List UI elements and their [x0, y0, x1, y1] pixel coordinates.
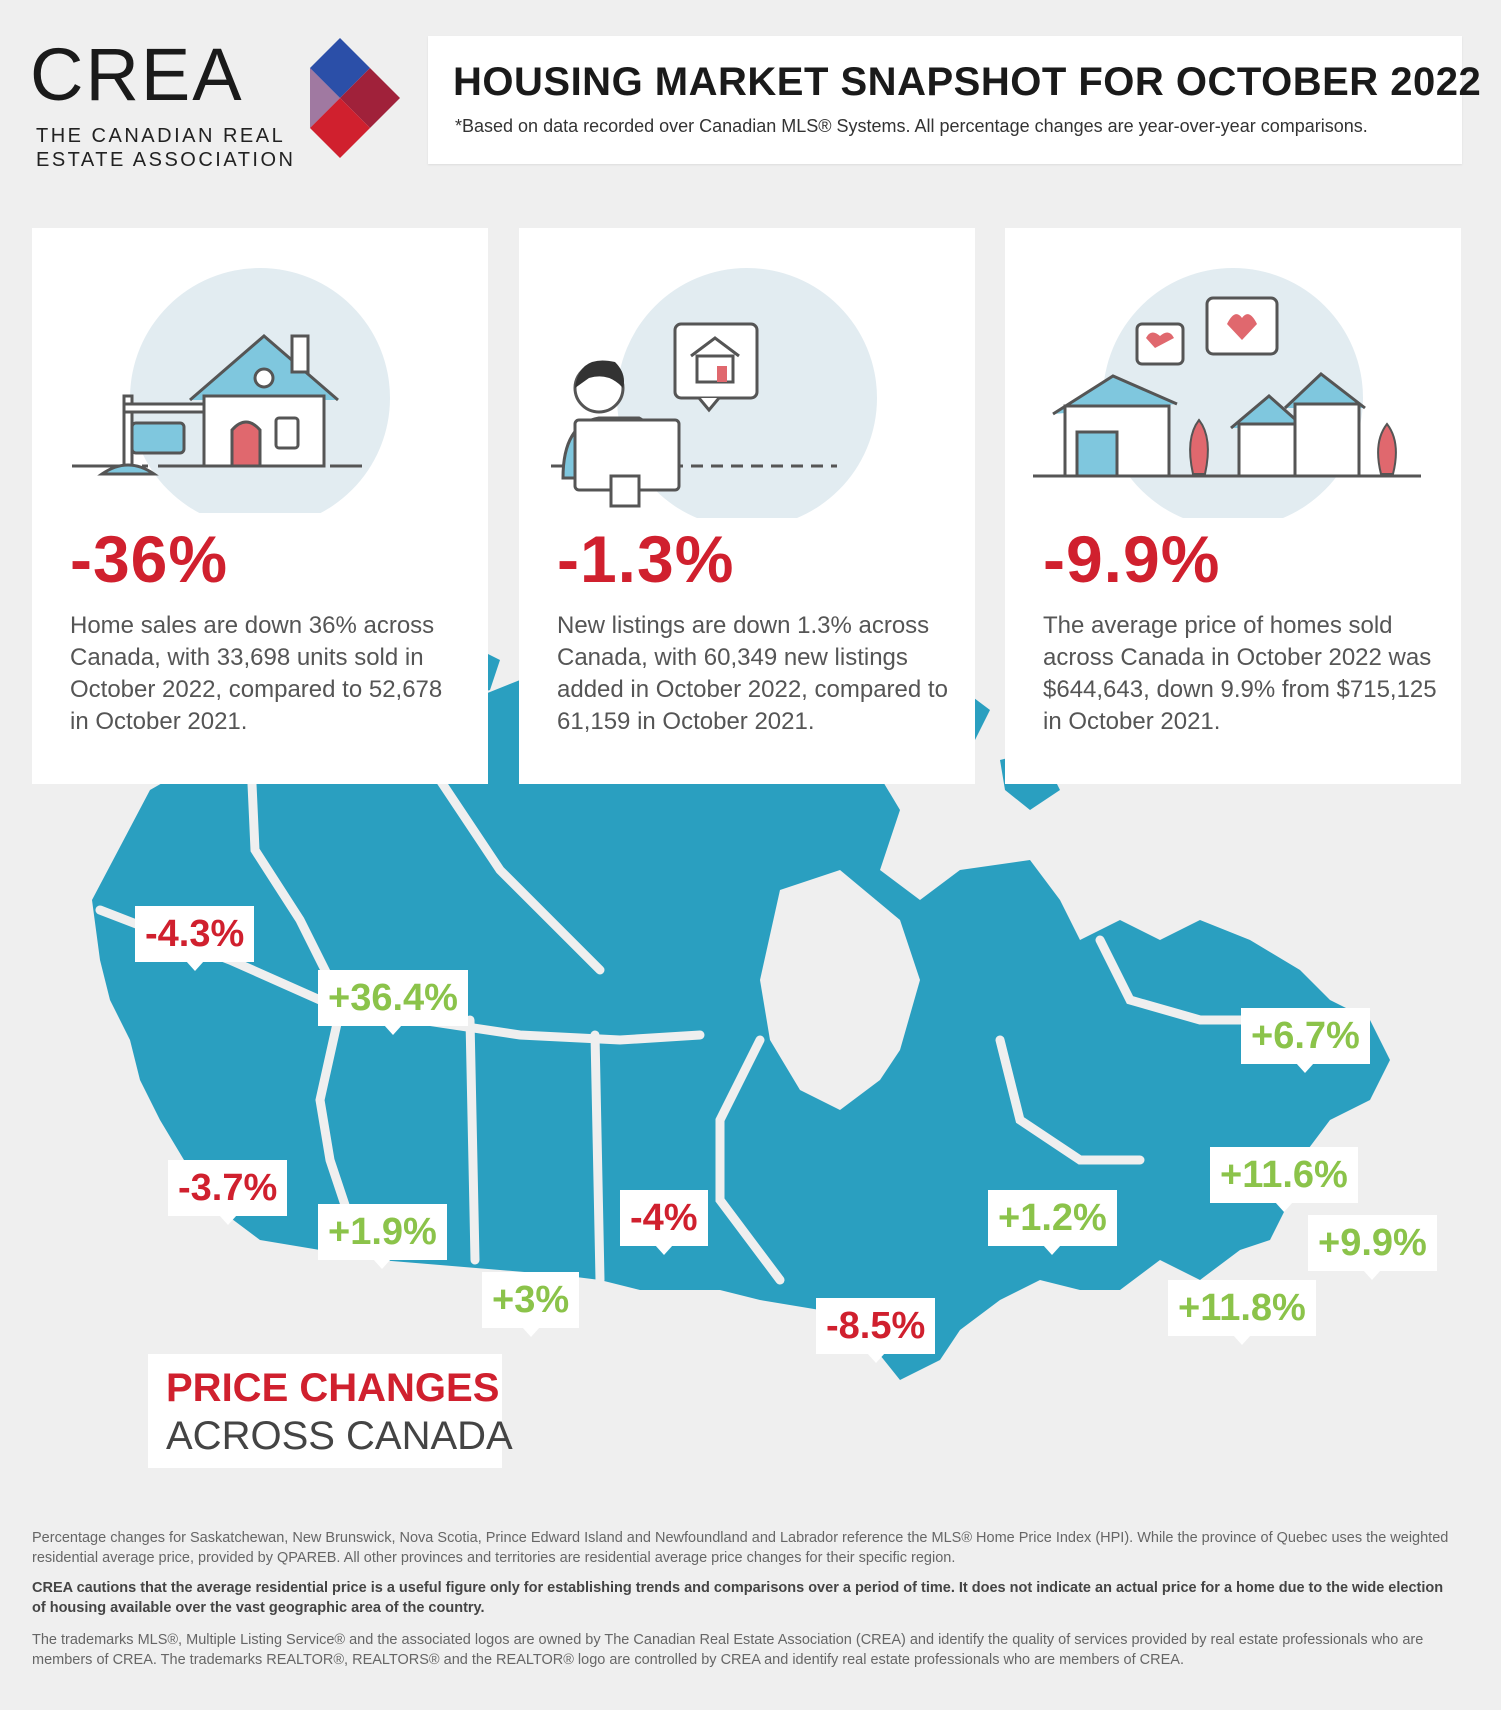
region-label-saskatchewan: +3%: [482, 1272, 580, 1337]
sales-description: Home sales are down 36% across Canada, w…: [70, 612, 443, 735]
region-value: +3%: [492, 1279, 570, 1321]
region-label-alberta: +1.9%: [318, 1204, 447, 1269]
map-title-box: PRICE CHANGES ACROSS CANADA: [148, 1354, 513, 1468]
stat-card-sales: -36% Home sales are down 36% across Cana…: [32, 228, 488, 784]
crea-diamond-icon: [310, 38, 400, 158]
region-value: +1.2%: [998, 1197, 1107, 1239]
region-value: -8.5%: [826, 1305, 926, 1347]
region-label-new-brunswick: +11.8%: [1168, 1280, 1316, 1345]
listings-description: New listings are down 1.3% across Canada…: [557, 612, 948, 735]
region-value: +1.9%: [328, 1211, 437, 1253]
stat-card-listings: -1.3% New listings are down 1.3% across …: [519, 228, 975, 784]
footer-caution: CREA cautions that the average residenti…: [32, 1580, 1444, 1616]
region-value: +11.8%: [1178, 1287, 1306, 1329]
region-value: +11.6%: [1220, 1154, 1348, 1196]
region-value: -3.7%: [178, 1167, 278, 1209]
map-title-line2: ACROSS CANADA: [166, 1414, 513, 1458]
region-label-northwest-territories: +36.4%: [318, 970, 468, 1035]
header-banner: HOUSING MARKET SNAPSHOT FOR OCTOBER 2022…: [428, 36, 1481, 164]
computer-listing-icon: [551, 268, 877, 518]
page-subtitle: *Based on data recorded over Canadian ML…: [455, 116, 1368, 136]
price-percent: -9.9%: [1043, 522, 1221, 596]
region-label-yukon: -4.3%: [135, 906, 255, 971]
region-value: +6.7%: [1251, 1015, 1360, 1057]
crea-logo: CREA THE CANADIAN REAL ESTATE ASSOCIATIO…: [30, 33, 400, 171]
sales-percent: -36%: [70, 522, 229, 596]
page-title: HOUSING MARKET SNAPSHOT FOR OCTOBER 2022: [453, 60, 1482, 104]
region-value: -4%: [630, 1197, 698, 1239]
region-label-manitoba: -4%: [620, 1190, 708, 1255]
neighbourhood-icon: [1033, 268, 1421, 518]
logo-wordmark: CREA: [30, 33, 244, 116]
logo-subtitle: THE CANADIAN REAL ESTATE ASSOCIATION: [36, 125, 296, 171]
region-label-prince-edward-island: +11.6%: [1210, 1147, 1358, 1212]
footer-trademark: The trademarks MLS®, Multiple Listing Se…: [32, 1632, 1424, 1668]
region-value: +36.4%: [328, 977, 458, 1019]
region-label-nova-scotia: +9.9%: [1308, 1215, 1437, 1280]
listings-percent: -1.3%: [557, 522, 735, 596]
region-label-ontario: -8.5%: [816, 1298, 936, 1363]
house-for-sale-icon: [32, 268, 488, 518]
footer-note: Percentage changes for Saskatchewan, New…: [32, 1530, 1449, 1566]
price-description: The average price of homes sold across C…: [1043, 612, 1437, 735]
region-value: +9.9%: [1318, 1222, 1427, 1264]
stat-card-price: -9.9% The average price of homes sold ac…: [1005, 228, 1461, 784]
region-label-quebec: +1.2%: [988, 1190, 1117, 1255]
region-label-british-columbia: -3.7%: [168, 1160, 288, 1225]
region-value: -4.3%: [145, 913, 245, 955]
map-title-line1: PRICE CHANGES: [166, 1366, 500, 1410]
region-label-newfoundland-labrador: +6.7%: [1241, 1008, 1370, 1073]
